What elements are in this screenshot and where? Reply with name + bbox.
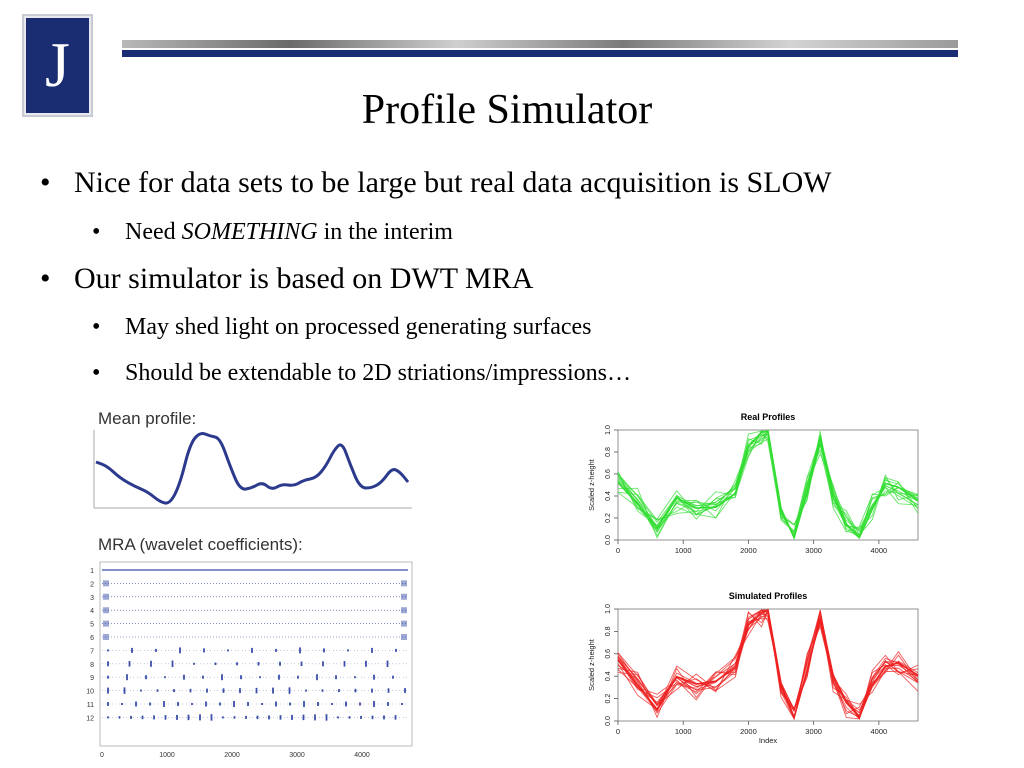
mean-profile-title: Mean profile:: [98, 409, 196, 428]
y-tick-label: 0.6: [605, 469, 612, 479]
x-axis-label: Index: [759, 736, 778, 745]
y-tick-label: 0.6: [605, 649, 612, 659]
chart-title: Real Profiles: [741, 412, 796, 422]
mra-level-label: 9: [90, 675, 94, 682]
mra-frame: [99, 561, 413, 747]
plot-frame: [617, 429, 919, 541]
sub-bullet-text: Should be extendable to 2D striations/im…: [125, 360, 631, 386]
mra-row: [102, 607, 408, 614]
mra-row: [102, 620, 408, 627]
mra-row: [102, 593, 408, 600]
x-tick-label: 4000: [871, 727, 888, 736]
profile-series-line: [617, 430, 919, 533]
profile-series-line: [617, 429, 919, 539]
mra-level-label: 11: [87, 702, 94, 709]
sub-bullet-suffix: in the interim: [317, 219, 453, 245]
x-tick-label: 4000: [871, 546, 888, 554]
mra-row: [102, 647, 408, 654]
x-tick-label: 0: [616, 546, 620, 554]
chart-title: Simulated Profiles: [729, 591, 808, 601]
mra-figure: MRA (wavelet coefficients): 123456789101…: [86, 535, 413, 759]
x-tick-label: 3000: [805, 727, 822, 736]
mra-level-label: 5: [90, 622, 94, 629]
bullet-item: • Our simulator is based on DWT MRA: [40, 262, 534, 295]
mra-x-tick: 1000: [159, 752, 175, 759]
sub-bullet-item: • Should be extendable to 2D striations/i…: [92, 360, 631, 386]
mra-row: [102, 660, 408, 668]
mra-row: [102, 674, 408, 681]
mra-level-label: 3: [90, 595, 94, 602]
mra-row: [102, 687, 408, 694]
mra-level-label: 1: [90, 568, 94, 575]
profile-series-line: [617, 615, 919, 720]
x-tick-label: 1000: [675, 727, 692, 736]
x-tick-label: 2000: [740, 727, 757, 736]
profile-series-line: [617, 430, 919, 539]
y-tick-label: 0.8: [605, 626, 612, 636]
mra-level-label: 8: [90, 662, 94, 669]
profile-series-line: [617, 609, 919, 720]
mra-x-tick: 2000: [224, 752, 240, 759]
mra-row: [102, 634, 408, 640]
sub-bullet-item: • Need SOMETHING in the interim: [92, 219, 453, 245]
sub-bullet-text: May shed light on processed generating s…: [125, 314, 592, 340]
real-profiles-chart: Real Profiles 0.0 0.2 0.4 0.6 0.8 1.0 0 1000 2000…: [587, 412, 919, 554]
y-axis-label: Scaled z-height: [587, 458, 596, 511]
mra-x-tick: 4000: [354, 752, 370, 759]
mean-profile-line: [95, 432, 410, 505]
y-tick-label: 1.0: [605, 604, 612, 614]
y-tick-label: 0.2: [605, 513, 612, 523]
y-axis-label: Scaled z-height: [587, 638, 596, 691]
bullet-text: Our simulator is based on DWT MRA: [74, 262, 534, 295]
mra-level-label: 4: [90, 608, 94, 615]
profile-series-line: [617, 608, 919, 720]
y-tick-label: 1.0: [605, 425, 612, 435]
header-decoration: [122, 40, 958, 58]
x-tick-label: 0: [616, 727, 620, 736]
logo: J: [22, 14, 93, 117]
profile-series-line: [617, 430, 919, 538]
mra-level-label: 7: [90, 648, 94, 655]
y-tick-label: 0.8: [605, 447, 612, 457]
x-tick-label: 3000: [805, 546, 822, 554]
x-tick-label: 1000: [675, 546, 692, 554]
y-tick-label: 0.4: [605, 671, 612, 681]
mra-level-label: 6: [90, 635, 94, 642]
sub-bullet-prefix: Need: [125, 219, 182, 245]
slide-title: Profile Simulator: [361, 87, 653, 133]
simulated-profiles-chart: Simulated Profiles 0.0 0.2 0.4 0.6 0.8 1.0 0 100…: [587, 591, 919, 745]
sub-bullet-item: • May shed light on processed generating …: [92, 314, 592, 340]
y-tick-label: 0.4: [605, 491, 612, 501]
mra-row: [102, 580, 408, 587]
mra-level-label: 2: [90, 581, 94, 588]
profile-series-line: [617, 609, 919, 720]
mean-profile-figure: Mean profile:: [93, 409, 412, 509]
x-tick-label: 2000: [740, 546, 757, 554]
mra-x-tick: 3000: [289, 752, 305, 759]
mra-level-label: 12: [86, 715, 94, 722]
mra-title: MRA (wavelet coefficients):: [98, 535, 303, 554]
y-tick-label: 0.0: [605, 716, 612, 726]
mra-row: [102, 701, 408, 707]
bullet-text: Nice for data sets to be large but real …: [74, 166, 832, 199]
mra-x-tick: 0: [100, 752, 104, 759]
y-tick-label: 0.0: [605, 535, 612, 545]
mra-level-label: 10: [86, 689, 94, 696]
y-tick-label: 0.2: [605, 694, 612, 704]
mra-row: [102, 714, 408, 721]
profile-series-line: [617, 430, 919, 536]
sub-bullet-emphasis: SOMETHING: [181, 219, 318, 245]
logo-letter: J: [45, 28, 70, 100]
bullet-item: • Nice for data sets to be large but real…: [40, 166, 832, 199]
